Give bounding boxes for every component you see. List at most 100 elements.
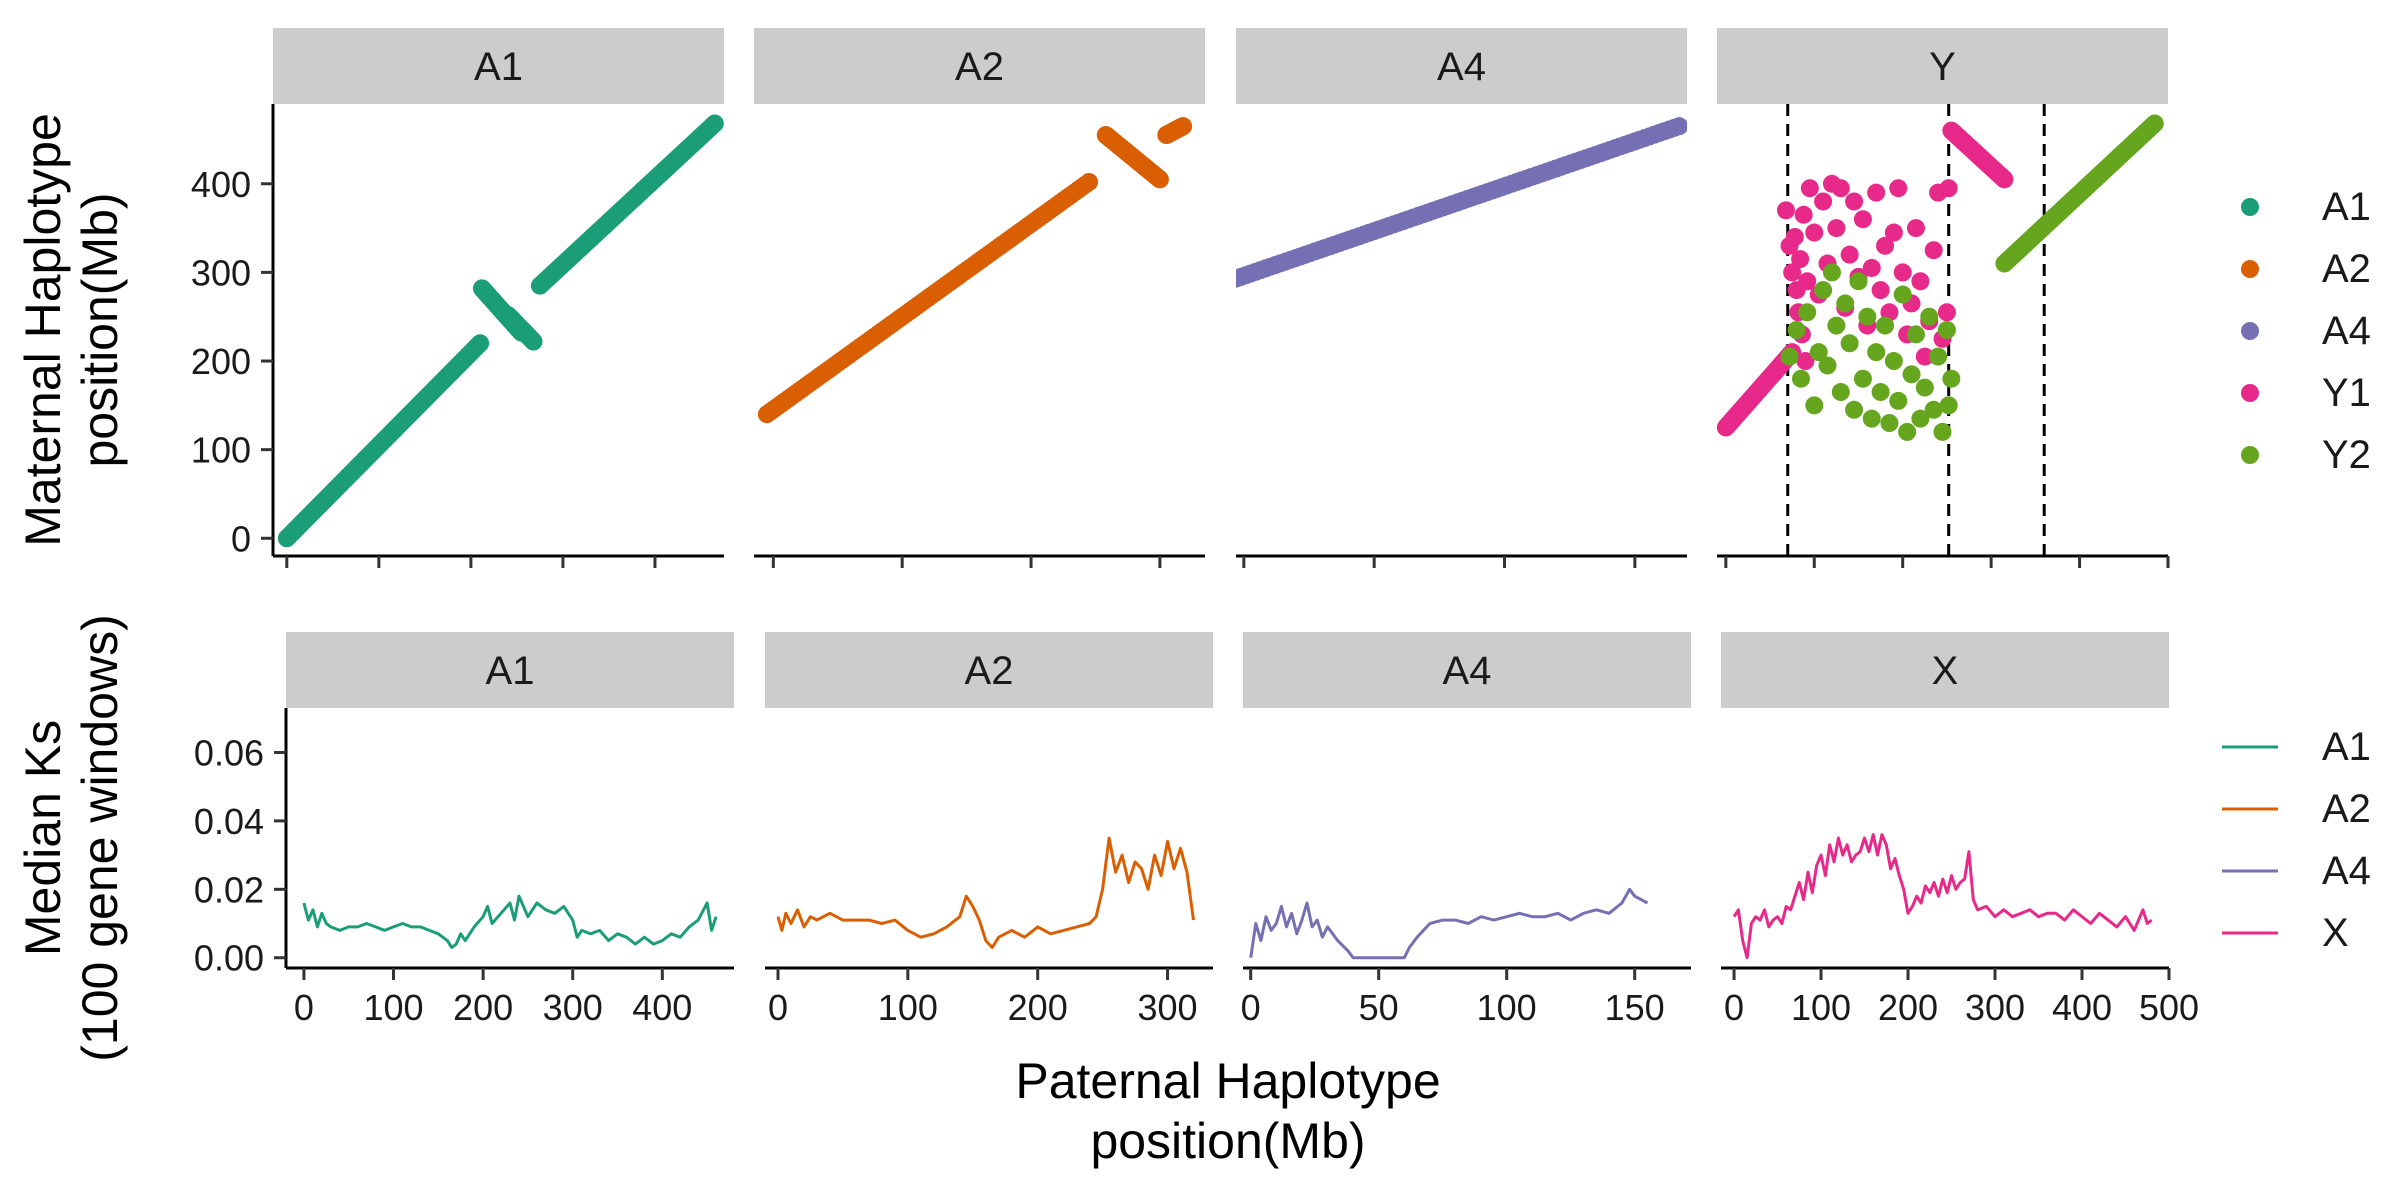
- facet-strip-label: A2: [965, 649, 1014, 693]
- facet-panel-a4: A4 0 50 100 150: [1241, 632, 1691, 1028]
- data-point: [1670, 117, 1687, 136]
- data-point: [1798, 303, 1817, 322]
- facet-strip-label: A4: [1443, 649, 1492, 693]
- facet-strip-label: Y: [1929, 45, 1956, 89]
- x-tick-label: 0: [1724, 987, 1744, 1028]
- facet-panel-a2: A2: [754, 28, 1205, 568]
- data-point: [1871, 383, 1890, 402]
- data-point: [1880, 414, 1899, 433]
- data-point: [1827, 316, 1846, 335]
- data-point: [1845, 192, 1864, 211]
- series-line: [776, 836, 1195, 949]
- legend-key: [2241, 446, 2259, 464]
- data-point: [1798, 272, 1817, 291]
- data-point: [1827, 219, 1846, 238]
- legend-label: X: [2322, 911, 2349, 955]
- data-point: [524, 332, 543, 351]
- data-point: [1915, 378, 1934, 397]
- x-tick-label: 200: [1008, 987, 1068, 1028]
- data-point: [1792, 369, 1811, 388]
- data-point: [1867, 183, 1886, 202]
- data-point: [1924, 241, 1943, 260]
- legend-key: [2241, 260, 2259, 278]
- data-point: [1849, 272, 1868, 291]
- facet-strip-label: A1: [486, 649, 535, 693]
- data-point: [1780, 347, 1799, 366]
- legend-key: [2241, 322, 2259, 340]
- data-point: [1939, 179, 1958, 198]
- data-point: [2145, 114, 2164, 133]
- data-point: [705, 114, 724, 133]
- facet-strip: [754, 28, 1205, 104]
- y-axis-title-line: Maternal Haplotype: [15, 113, 71, 547]
- data-point: [1809, 343, 1828, 362]
- data-layer: [277, 114, 724, 548]
- data-point: [1836, 294, 1855, 313]
- data-point: [1831, 179, 1850, 198]
- data-point: [1794, 205, 1813, 224]
- x-tick-label: 300: [1965, 987, 2025, 1028]
- data-point: [1862, 409, 1881, 428]
- data-point: [1818, 356, 1837, 375]
- x-axis-title: Paternal Haplotype position(Mb): [1015, 1053, 1440, 1169]
- data-point: [1150, 170, 1169, 189]
- data-point: [1929, 347, 1948, 366]
- legend-key: [2241, 384, 2259, 402]
- facet-strip: [765, 632, 1213, 708]
- data-point: [1898, 422, 1917, 441]
- data-point: [1814, 281, 1833, 300]
- facet-panel-a1: A1 0 100 200 300 400: [191, 28, 724, 568]
- legend-label: A4: [2322, 849, 2371, 893]
- legend-label: Y1: [2322, 371, 2371, 415]
- data-point: [1889, 179, 1908, 198]
- data-point: [1867, 343, 1886, 362]
- x-tick-label: 400: [632, 987, 692, 1028]
- data-point: [1800, 179, 1819, 198]
- y-axis-title-line: Median Ks: [15, 720, 71, 956]
- data-point: [1915, 347, 1934, 366]
- data-point: [1884, 223, 1903, 242]
- scatter-legend: A1 A2 A4 Y1 Y2: [2241, 185, 2371, 477]
- data-point: [1906, 325, 1925, 344]
- line-legend: A1 A2 A4 X: [2222, 725, 2371, 955]
- y-tick-label: 0.00: [194, 938, 264, 979]
- series-line: [1732, 833, 2153, 960]
- y-axis-title: Median Ks(100 gene windows): [15, 614, 128, 1062]
- data-point: [1840, 245, 1859, 264]
- data-point: [1906, 219, 1925, 238]
- x-tick-label: 400: [2052, 987, 2112, 1028]
- data-layer: [302, 894, 718, 949]
- facet-strip: [1721, 632, 2169, 708]
- data-point: [1796, 352, 1815, 371]
- x-tick-label: 100: [878, 987, 938, 1028]
- x-axis-title-line: Paternal Haplotype: [1015, 1053, 1440, 1109]
- data-point: [1845, 400, 1864, 419]
- y-axis-title: Maternal Haplotypeposition(Mb): [15, 113, 128, 547]
- y-tick-label: 300: [191, 252, 251, 293]
- facet-strip-label: X: [1932, 649, 1959, 693]
- data-point: [1884, 352, 1903, 371]
- data-point: [1783, 263, 1802, 282]
- data-point: [1776, 201, 1795, 220]
- x-tick-label: 300: [543, 987, 603, 1028]
- facet-strip: [273, 28, 724, 104]
- facet-panel-y: Y: [1717, 28, 2170, 568]
- data-layer: [776, 836, 1195, 949]
- x-tick-label: 200: [453, 987, 513, 1028]
- y-tick-label: 100: [191, 430, 251, 471]
- data-point: [1933, 422, 1952, 441]
- data-point: [1862, 258, 1881, 277]
- facet-panel-x: X 0 100 200 300 400 500: [1721, 632, 2199, 1028]
- data-point: [1876, 316, 1895, 335]
- y-tick-label: 400: [191, 164, 251, 205]
- facet-strip: [1236, 28, 1687, 104]
- data-point: [1920, 307, 1939, 326]
- data-point: [1080, 172, 1099, 191]
- y-tick-label: 200: [191, 341, 251, 382]
- data-layer: [1732, 833, 2153, 960]
- data-layer: [1236, 117, 1687, 288]
- data-point: [1805, 396, 1824, 415]
- data-point: [1995, 170, 2014, 189]
- facet-strip: [286, 632, 734, 708]
- data-point: [1911, 409, 1930, 428]
